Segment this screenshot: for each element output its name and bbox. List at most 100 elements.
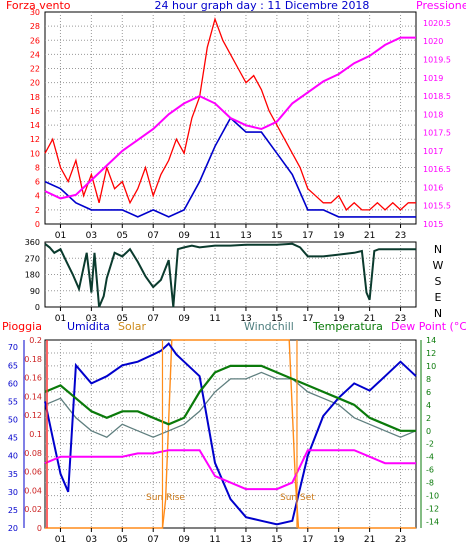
pressure-axis-tick: 1018 [423, 110, 443, 119]
wind-speed-line [44, 16, 416, 211]
humidity-label: Umidita [67, 320, 110, 333]
humidity-axis-tick: 35 [8, 470, 18, 479]
compass-label: S [435, 275, 442, 288]
temperature-axis-tick: 6 [426, 388, 431, 397]
temperature-axis-tick: 2 [426, 414, 431, 423]
x-tick-label: 09 [178, 231, 190, 241]
panel1-ticks: 02468101214161820222426283010151015.5101… [30, 8, 451, 241]
dewpoint-line [44, 449, 416, 491]
panel2-series [44, 242, 416, 308]
x-tick-label: 01 [55, 314, 66, 324]
temperature-axis-tick: -8 [426, 479, 434, 488]
panel3-ticks: 202530354045505560657000.020.040.060.080… [8, 336, 439, 545]
x-tick-label: 09 [178, 314, 190, 324]
rain-axis-tick: 0.14 [24, 392, 42, 401]
pressure-axis-tick: 1015.5 [423, 202, 451, 211]
windchill-line [44, 371, 417, 438]
dewpoint-label: Dew Point (°C) [391, 320, 466, 333]
x-tick-label: 09 [178, 535, 190, 545]
solar-line [45, 339, 416, 529]
wind-axis-tick: 6 [35, 178, 40, 187]
temperature-axis-tick: -6 [426, 466, 434, 475]
x-tick-label: 21 [364, 314, 375, 324]
temperature-axis-tick: -14 [426, 518, 439, 527]
x-tick-label: 01 [55, 231, 66, 241]
wind-axis-tick: 20 [30, 79, 40, 88]
temperature-axis-tick: 4 [426, 401, 431, 410]
windchill-label: Windchill [244, 320, 294, 333]
x-tick-label: 15 [271, 535, 282, 545]
compass-label: N [434, 307, 442, 320]
panel1-grid [45, 12, 416, 224]
rain-axis-tick: 0.1 [29, 430, 42, 439]
x-tick-label: 19 [333, 314, 345, 324]
temperature-axis-tick: -2 [426, 440, 434, 449]
temperature-axis-tick: 10 [426, 362, 436, 371]
x-tick-label: 21 [364, 535, 375, 545]
rain-label: Pioggia [2, 320, 42, 333]
temperature-axis-tick: 12 [426, 349, 436, 358]
x-tick-label: 15 [271, 231, 282, 241]
pressure-axis-tick: 1016 [423, 183, 443, 192]
x-tick-label: 05 [117, 535, 128, 545]
temperature-label: Temperatura [312, 320, 383, 333]
temperature-axis-tick: 8 [426, 375, 431, 384]
pressure-axis-tick: 1018.5 [423, 92, 451, 101]
humidity-axis-tick: 70 [8, 343, 18, 352]
pressure-axis-tick: 1017 [423, 147, 443, 156]
humidity-axis-tick: 50 [8, 416, 18, 425]
wind-axis-tick: 16 [30, 107, 40, 116]
direction-axis-tick: 180 [25, 271, 40, 280]
wind-axis-tick: 30 [30, 8, 40, 17]
humidity-axis-tick: 40 [8, 452, 18, 461]
x-tick-label: 01 [55, 535, 66, 545]
rain-axis-tick: 0.2 [29, 336, 42, 345]
direction-axis-tick: 90 [30, 287, 40, 296]
direction-axis-tick: 360 [25, 238, 40, 247]
pressure-axis-tick: 1019 [423, 74, 443, 83]
x-tick-label: 05 [117, 314, 128, 324]
x-tick-label: 05 [117, 231, 128, 241]
x-tick-label: 03 [86, 314, 97, 324]
wind-direction-line [44, 242, 416, 308]
rain-axis-tick: 0.18 [24, 355, 42, 364]
pressure-axis-tick: 1015 [423, 220, 443, 229]
wind-axis-tick: 8 [35, 163, 40, 172]
rain-axis-tick: 0 [37, 524, 42, 533]
wind-label: Forza vento [6, 0, 71, 12]
temperature-axis-tick: -4 [426, 453, 434, 462]
x-tick-label: 15 [271, 314, 282, 324]
humidity-axis-tick: 45 [8, 434, 18, 443]
rain-axis-tick: 0.12 [24, 411, 42, 420]
x-tick-label: 11 [209, 231, 220, 241]
humidity-axis-tick: 60 [8, 379, 18, 388]
humidity-axis-tick: 25 [8, 506, 18, 515]
temperature-axis-tick: 14 [426, 336, 436, 345]
pressure-axis-tick: 1016.5 [423, 165, 451, 174]
x-tick-label: 17 [302, 314, 313, 324]
pressure-axis-tick: 1019.5 [423, 56, 451, 65]
chart-title: 24 hour graph day : 11 Dicembre 2018 [155, 0, 370, 12]
compass-label: N [434, 243, 442, 256]
compass-label: E [435, 291, 442, 304]
wind-axis-tick: 0 [35, 220, 40, 229]
humidity-line [44, 342, 417, 526]
x-tick-label: 19 [333, 231, 345, 241]
x-tick-label: 23 [395, 231, 406, 241]
x-tick-label: 07 [147, 314, 158, 324]
pressure-axis-tick: 1020.5 [423, 19, 451, 28]
rain-axis-tick: 0.16 [24, 374, 42, 383]
sunset-annotation: Sun Set [280, 493, 315, 503]
wind-axis-tick: 2 [35, 206, 40, 215]
x-tick-label: 13 [240, 535, 251, 545]
temperature-axis-tick: -10 [426, 492, 439, 501]
sunrise-annotation: Sun Rise [146, 493, 185, 503]
rain-axis-tick: 0.06 [24, 468, 42, 477]
temperature-line [44, 364, 416, 432]
solar-label: Solar [118, 320, 147, 333]
wind-axis-tick: 4 [35, 192, 40, 201]
rain-axis-tick: 0.08 [24, 449, 42, 458]
panel3-series [44, 339, 417, 529]
